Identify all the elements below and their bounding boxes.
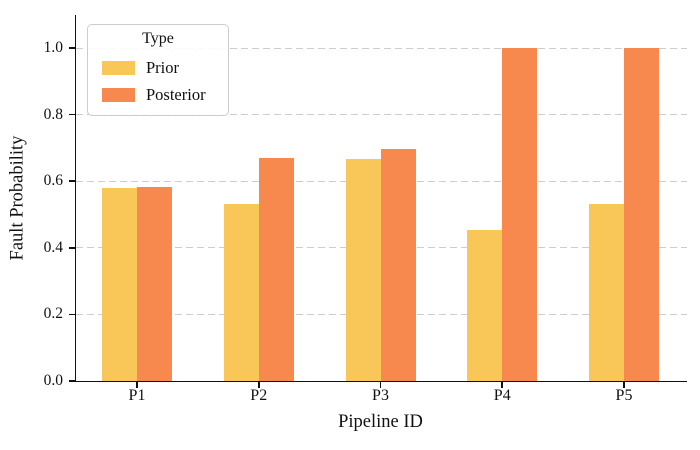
y-tick-mark (69, 380, 75, 382)
x-tick-label-p3: P3 (372, 387, 389, 404)
bar-p5-prior (589, 203, 624, 381)
y-axis-label: Fault Probability (7, 135, 28, 261)
legend: Type Prior Posterior (87, 24, 229, 116)
x-tick-mark (379, 382, 382, 388)
x-tick-label-p1: P1 (128, 387, 146, 404)
x-tick-mark (257, 382, 260, 388)
bar-p5-posterior (624, 48, 659, 381)
legend-label-posterior: Posterior (146, 84, 206, 104)
legend-entry-posterior: Posterior (88, 81, 228, 108)
legend-label-prior: Prior (146, 57, 179, 77)
bar-p4-posterior (502, 48, 538, 381)
gridline-y-0.8 (76, 114, 687, 116)
x-tick-mark (623, 382, 625, 388)
bar-p1-prior (102, 187, 137, 381)
x-tick-label-p4: P4 (493, 387, 511, 404)
y-tick-label-0.4: 0.4 (43, 238, 63, 256)
x-tick-label-p5: P5 (615, 387, 633, 404)
gridline-y-1.0 (76, 47, 687, 49)
y-tick-label-0.0: 0.0 (43, 372, 63, 389)
bar-p1-posterior (137, 186, 172, 381)
y-tick-mark (69, 180, 75, 182)
prior-color-swatch (102, 60, 135, 75)
legend-entry-prior: Prior (88, 54, 228, 81)
y-tick-label-0.8: 0.8 (43, 105, 63, 123)
posterior-color-swatch (102, 87, 135, 102)
bar-p2-prior (223, 203, 259, 381)
y-tick-mark (69, 313, 75, 316)
plot-area: 0.0 0.2 0.4 0.6 0.8 1.0 P1 P2 P3 P4 P5 Type Prior … (44, 15, 687, 404)
y-tick-label-1.0: 1.0 (43, 39, 63, 56)
bar-p3-posterior (380, 148, 416, 381)
y-tick-label-0.6: 0.6 (43, 172, 63, 190)
legend-title: Type (142, 30, 174, 47)
bar-p2-posterior (258, 157, 294, 381)
bar-p3-prior (345, 158, 381, 381)
y-tick-mark (69, 47, 75, 49)
x-tick-label-p2: P2 (250, 387, 268, 404)
y-tick-mark (69, 247, 75, 249)
y-tick-label-0.2: 0.2 (43, 305, 63, 323)
y-tick-mark (69, 113, 75, 116)
x-axis-label: Pipeline ID (338, 412, 423, 432)
x-tick-mark (501, 382, 504, 388)
bar-p4-prior (467, 229, 503, 381)
x-tick-mark (136, 382, 138, 388)
